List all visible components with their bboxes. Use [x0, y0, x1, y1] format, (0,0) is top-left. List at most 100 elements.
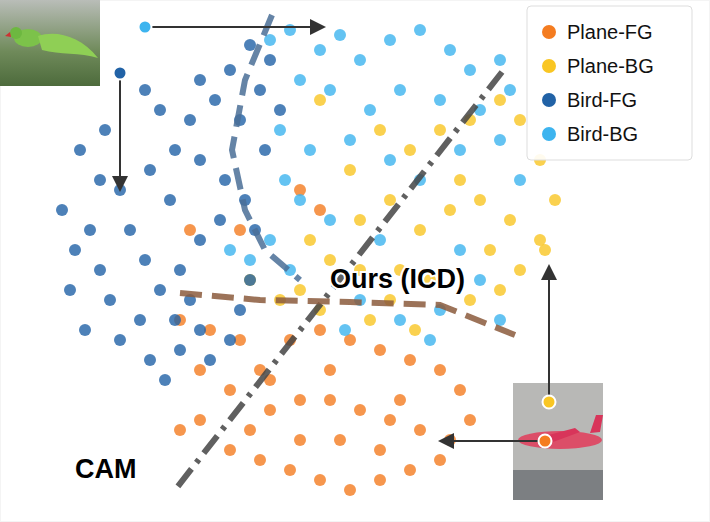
- point: [464, 414, 476, 426]
- point: [434, 364, 446, 376]
- point: [144, 164, 156, 176]
- point: [274, 104, 286, 116]
- point: [344, 164, 356, 176]
- point: [209, 94, 221, 106]
- point: [304, 144, 316, 156]
- point: [84, 224, 96, 236]
- point: [174, 264, 186, 276]
- point: [414, 224, 426, 236]
- legend-marker: [542, 59, 556, 73]
- point: [194, 364, 206, 376]
- point: [124, 224, 136, 236]
- point: [394, 394, 406, 406]
- point: [194, 414, 206, 426]
- point: [194, 154, 206, 166]
- point: [444, 204, 456, 216]
- point: [94, 174, 106, 186]
- boundary-line: [232, 15, 300, 280]
- point: [74, 144, 86, 156]
- point: [139, 254, 151, 266]
- point: [344, 134, 356, 146]
- point: [324, 84, 336, 96]
- point: [139, 84, 151, 96]
- point: [404, 464, 416, 476]
- point: [374, 234, 386, 246]
- point: [374, 344, 386, 356]
- photos: [0, 0, 603, 500]
- point: [384, 414, 396, 426]
- point: [454, 384, 466, 396]
- point: [274, 124, 286, 136]
- point: [294, 74, 306, 86]
- point: [339, 324, 351, 336]
- points: [56, 24, 561, 496]
- point: [464, 294, 476, 306]
- point: [394, 314, 406, 326]
- point: [344, 484, 356, 496]
- point: [549, 194, 561, 206]
- point: [314, 474, 326, 486]
- point: [374, 124, 386, 136]
- point: [279, 174, 291, 186]
- point: [294, 194, 306, 206]
- point: [234, 304, 246, 316]
- point: [224, 64, 236, 76]
- point: [304, 234, 316, 246]
- point: [404, 144, 416, 156]
- point: [484, 244, 496, 256]
- series-3: [224, 24, 526, 346]
- point: [294, 284, 306, 296]
- series-0: [174, 184, 476, 496]
- point: [79, 324, 91, 336]
- point: [264, 234, 276, 246]
- legend: Plane-FGPlane-BGBird-FGBird-BG: [527, 6, 692, 160]
- point: [244, 39, 256, 51]
- point: [254, 84, 266, 96]
- point: [174, 344, 186, 356]
- point: [394, 84, 406, 96]
- arrow: [152, 26, 322, 28]
- point: [384, 154, 396, 166]
- point: [354, 214, 366, 226]
- point: [334, 29, 346, 41]
- point: [244, 424, 256, 436]
- point: [504, 84, 516, 96]
- point: [284, 464, 296, 476]
- point: [354, 404, 366, 416]
- arrow: [119, 80, 121, 188]
- point: [104, 294, 116, 306]
- point: [284, 24, 296, 36]
- point: [314, 204, 326, 216]
- point: [294, 434, 306, 446]
- point: [324, 364, 336, 376]
- point: [264, 404, 276, 416]
- point: [244, 274, 256, 286]
- point: [159, 374, 171, 386]
- boundary-label: Ours (ICD): [330, 264, 465, 294]
- point: [224, 244, 236, 256]
- point: [434, 94, 446, 106]
- boundaries: [175, 15, 515, 490]
- point: [494, 134, 506, 146]
- point: [414, 24, 426, 36]
- legend-marker: [542, 127, 556, 141]
- bird-beak: [5, 32, 11, 37]
- point: [69, 244, 81, 256]
- point: [144, 354, 156, 366]
- point: [244, 274, 256, 286]
- point: [224, 334, 236, 346]
- point: [204, 354, 216, 366]
- legend-label: Plane-FG: [567, 21, 653, 43]
- chart: CAMOurs (ICD)Plane-FGPlane-BGBird-FGBird…: [0, 0, 710, 522]
- point: [254, 454, 266, 466]
- photo-dot: [114, 67, 127, 80]
- point: [169, 144, 181, 156]
- photo-dot: [543, 396, 556, 409]
- point: [539, 244, 551, 256]
- point: [169, 314, 181, 326]
- point: [414, 424, 426, 436]
- point: [474, 274, 486, 286]
- point: [324, 214, 336, 226]
- point: [224, 444, 236, 456]
- point: [314, 44, 326, 56]
